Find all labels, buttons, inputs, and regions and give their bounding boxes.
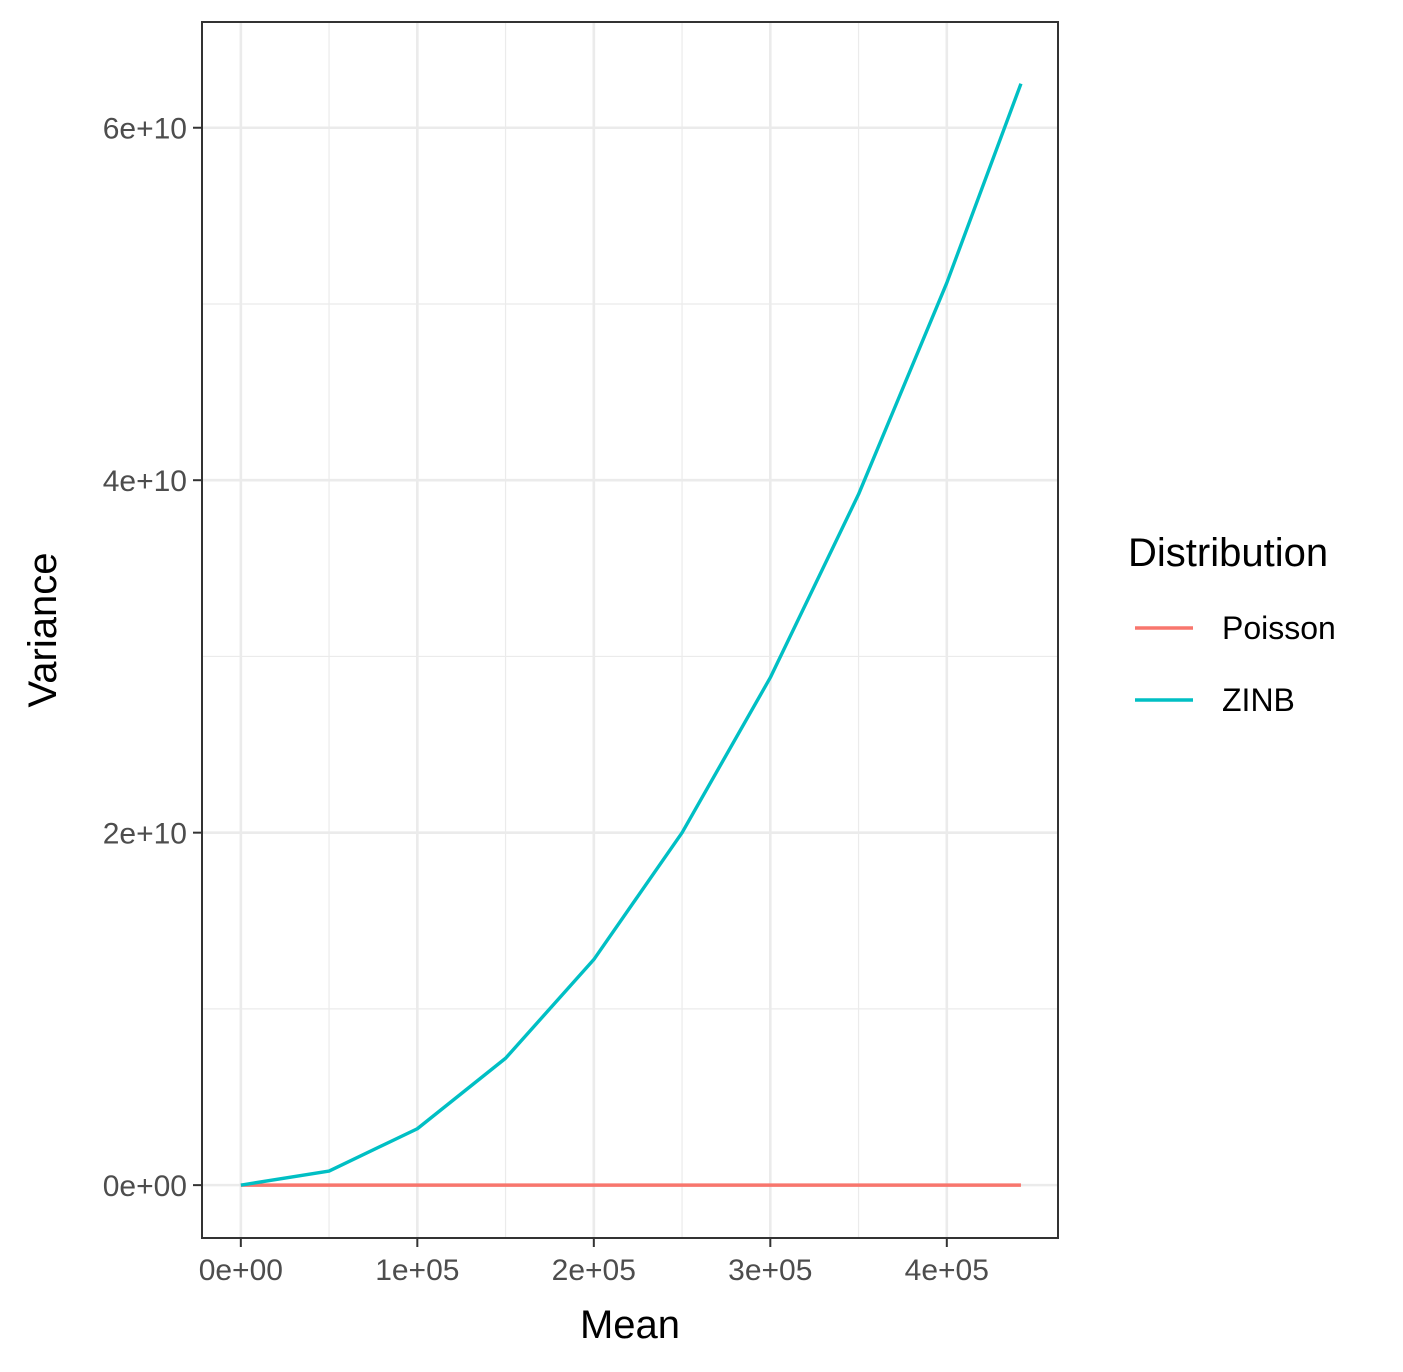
y-axis-title: Variance [21, 553, 65, 708]
plot-panel-border [201, 21, 1059, 1239]
x-tick-label: 2e+05 [552, 1254, 636, 1287]
legend-items: Poisson ZINB [1135, 610, 1336, 718]
legend-label-zinb: ZINB [1222, 682, 1295, 718]
y-tick-label: 2e+10 [103, 818, 187, 851]
legend-title: Distribution [1128, 531, 1328, 575]
minor-gridlines [202, 22, 1058, 1238]
series-layer [240, 83, 1023, 1187]
y-tick-label: 0e+00 [103, 1170, 187, 1203]
x-tick-label: 4e+05 [905, 1254, 989, 1287]
x-tick-label: 0e+00 [199, 1254, 283, 1287]
y-tick-label: 4e+10 [103, 465, 187, 498]
x-tick-label: 3e+05 [728, 1254, 812, 1287]
y-axis: 0e+00 2e+10 4e+10 6e+10 [103, 113, 202, 1203]
x-axis: 0e+00 1e+05 2e+05 3e+05 4e+05 [199, 1238, 989, 1287]
x-tick-label: 1e+05 [375, 1254, 459, 1287]
legend: Distribution Poisson ZINB [1128, 531, 1336, 718]
x-axis-title: Mean [580, 1303, 680, 1347]
y-tick-label: 6e+10 [103, 113, 187, 146]
series-line-zinb [240, 83, 1023, 1187]
legend-label-poisson: Poisson [1222, 610, 1336, 646]
